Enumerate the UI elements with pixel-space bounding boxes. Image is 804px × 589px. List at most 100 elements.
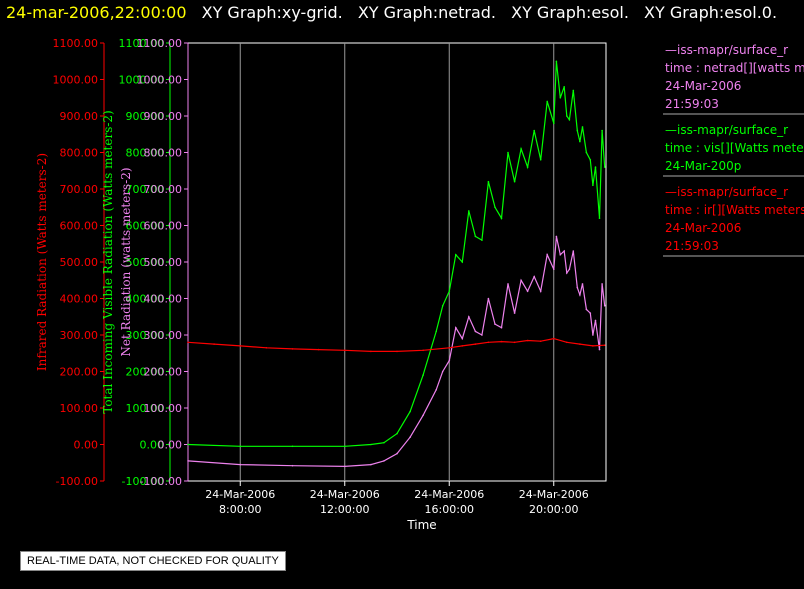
visible-point-22 <box>520 148 522 150</box>
graph-title-esol[interactable]: XY Graph:esol. <box>511 3 629 22</box>
net-y-tick-label-11: 1000.00 <box>137 74 183 87</box>
net-point-38 <box>589 312 592 314</box>
visible-point-32 <box>568 118 571 121</box>
visible-point-31 <box>566 115 568 117</box>
visible-point-17 <box>487 180 490 183</box>
visible-point-29 <box>559 97 562 99</box>
net-point-27 <box>553 268 555 271</box>
visible-point-38 <box>589 159 592 161</box>
visible-point-27 <box>553 122 555 125</box>
net-y-tick-label-6: 500.00 <box>144 256 183 269</box>
graph-title-esol-0[interactable]: XY Graph:esol.0. <box>644 3 778 22</box>
net-y-tick-label-8: 700.00 <box>144 183 183 196</box>
infrared-y-tick-label-11: 1000.00 <box>53 74 99 87</box>
visible-point-20 <box>507 151 509 154</box>
visible-point-42 <box>601 129 603 132</box>
visible-point-14 <box>468 210 470 212</box>
x-axis-label: Time <box>406 518 436 532</box>
x-tick-date-3: 24-Mar-2006 <box>519 488 589 501</box>
net-y-tick-label-7: 600.00 <box>144 220 183 233</box>
net-point-35 <box>579 294 581 296</box>
net-point-11 <box>448 359 451 362</box>
infrared-point-13 <box>487 341 490 344</box>
net-y-tick-label-3: 200.00 <box>144 366 183 379</box>
infrared-point-11 <box>461 345 464 347</box>
net-point-1 <box>239 463 242 466</box>
net-point-34 <box>576 286 579 289</box>
visible-point-15 <box>474 235 477 238</box>
legend-net-line-1: time : netrad[][watts m <box>665 61 804 75</box>
visible-y-tick-label-1: 0.00 <box>140 439 165 452</box>
infrared-y-tick-label-9: 800.00 <box>60 147 99 160</box>
visible-point-34 <box>576 129 579 132</box>
visible-y-tick-label-10: 900.00 <box>126 110 165 123</box>
visible-y-tick-label-4: 300.00 <box>126 329 165 342</box>
visible-y-tick-label-11: 1000.00 <box>119 74 165 87</box>
visible-y-tick-label-9: 800.00 <box>126 147 165 160</box>
visible-point-16 <box>481 239 483 241</box>
net-point-5 <box>383 460 385 462</box>
infrared-point-2 <box>239 345 242 347</box>
net-point-28 <box>555 235 558 238</box>
infrared-y-axis-label: Infrared Radiation (Watts meters-2) <box>35 153 49 371</box>
visible-point-39 <box>592 184 594 187</box>
net-y-tick-label-2: 100.00 <box>144 402 183 415</box>
visible-point-18 <box>494 206 496 209</box>
visible-point-6 <box>396 432 398 435</box>
legend-net-line-2: 24-Mar-2006 <box>665 79 741 93</box>
visible-series-line <box>187 61 606 447</box>
infrared-point-22 <box>603 344 606 347</box>
infrared-y-tick-label-5: 400.00 <box>60 293 99 306</box>
infrared-point-4 <box>291 348 294 350</box>
visible-point-13 <box>461 261 464 263</box>
visible-point-24 <box>533 129 535 132</box>
visible-y-tick-label-0: -100.00 <box>122 475 164 488</box>
visible-point-28 <box>555 60 558 63</box>
visible-point-35 <box>579 140 581 143</box>
visible-point-1 <box>239 445 242 448</box>
net-point-13 <box>461 337 464 340</box>
graph-title-netrad[interactable]: XY Graph:netrad. <box>357 3 497 22</box>
visible-point-12 <box>455 253 457 256</box>
x-tick-time-2: 16:00:00 <box>425 503 474 516</box>
plot-frame <box>187 42 607 482</box>
infrared-point-17 <box>539 340 542 343</box>
x-tick-time-1: 12:00:00 <box>320 503 369 516</box>
visible-point-21 <box>513 180 516 183</box>
timestamp: 24-mar-2006,22:00:00 <box>6 3 187 22</box>
net-point-24 <box>533 275 535 278</box>
visible-point-9 <box>435 330 438 333</box>
net-y-tick-label-4: 300.00 <box>144 329 183 342</box>
visible-point-0 <box>187 443 189 446</box>
visible-point-41 <box>598 217 601 219</box>
net-point-12 <box>455 326 457 329</box>
net-point-17 <box>487 297 490 300</box>
net-point-23 <box>526 290 529 293</box>
infrared-point-3 <box>265 347 268 349</box>
visible-point-33 <box>572 89 575 92</box>
visible-point-43 <box>603 166 606 168</box>
net-point-26 <box>546 253 548 256</box>
net-point-43 <box>603 305 606 307</box>
net-point-31 <box>566 272 568 274</box>
legend-infrared-line-2: 24-Mar-2006 <box>665 221 741 235</box>
x-tick-time-0: 8:00:00 <box>219 503 261 516</box>
visible-point-30 <box>563 86 565 88</box>
legend-infrared-line-0: —iss-mapr/surface_r <box>665 185 788 199</box>
infrared-y-tick-label-4: 300.00 <box>60 329 99 342</box>
infrared-point-18 <box>553 337 555 340</box>
visible-point-40 <box>594 166 597 168</box>
net-point-37 <box>585 308 588 311</box>
visible-point-10 <box>441 305 444 307</box>
visible-point-25 <box>539 159 542 161</box>
net-y-tick-label-1: 0.00 <box>158 439 183 452</box>
net-y-axis-label: Net Radiation (watts meters-2) <box>119 167 133 356</box>
graph-title-xy-grid[interactable]: XY Graph:xy-grid. <box>201 3 343 22</box>
net-point-0 <box>187 460 189 462</box>
visible-y-tick-label-2: 100.00 <box>126 402 165 415</box>
infrared-point-12 <box>474 343 477 345</box>
net-point-22 <box>520 279 522 282</box>
visible-point-8 <box>422 374 424 376</box>
net-point-8 <box>422 414 424 417</box>
